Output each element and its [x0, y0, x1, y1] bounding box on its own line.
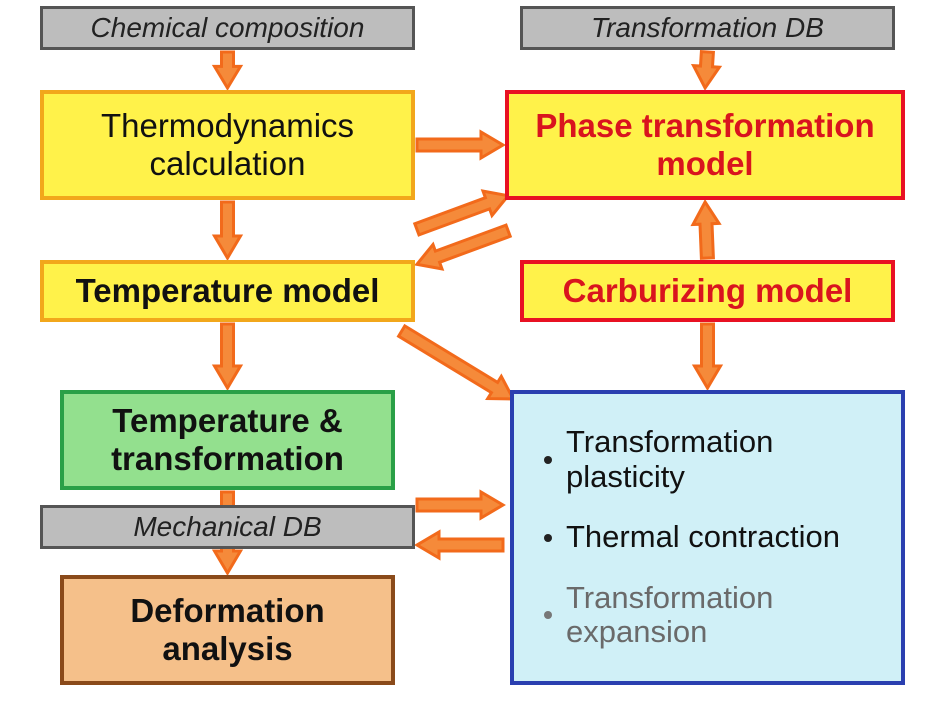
- node-label: Temperature model: [76, 272, 380, 310]
- node-deform: Deformationanalysis: [60, 575, 395, 685]
- bullet-dot-icon: [544, 534, 552, 542]
- node-temp_trans: Temperature &transformation: [60, 390, 395, 490]
- node-label: Deformationanalysis: [130, 592, 324, 668]
- node-chem_comp: Chemical composition: [40, 6, 415, 50]
- node-label: Phase transformationmodel: [535, 107, 874, 183]
- node-label: Chemical composition: [91, 12, 365, 44]
- node-label: Carburizing model: [563, 272, 853, 310]
- node-carb_model: Carburizing model: [520, 260, 895, 322]
- bullet-dot-icon: [544, 456, 552, 464]
- node-label: Temperature &transformation: [111, 402, 344, 478]
- bullet-item: Transformationplasticity: [544, 425, 891, 493]
- diagram-stage: Chemical composition Transformation DB The…: [0, 0, 944, 704]
- bullet-text: Transformationexpansion: [566, 581, 773, 649]
- node-mech_db: Mechanical DB: [40, 505, 415, 549]
- node-label: Transformation DB: [591, 12, 824, 44]
- node-label: Thermodynamicscalculation: [101, 107, 354, 183]
- node-right_big: Transformationplasticity Thermal contract…: [510, 390, 905, 685]
- node-phase_model: Phase transformationmodel: [505, 90, 905, 200]
- bullet-dot-icon: [544, 611, 552, 619]
- bullet-item: Thermal contraction: [544, 520, 891, 554]
- bullet-text: Thermal contraction: [566, 520, 840, 554]
- bullet-text: Transformationplasticity: [566, 425, 773, 493]
- node-label: Mechanical DB: [133, 511, 321, 543]
- node-temp_model: Temperature model: [40, 260, 415, 322]
- bullet-item: Transformationexpansion: [544, 581, 891, 649]
- node-trans_db: Transformation DB: [520, 6, 895, 50]
- node-thermo_calc: Thermodynamicscalculation: [40, 90, 415, 200]
